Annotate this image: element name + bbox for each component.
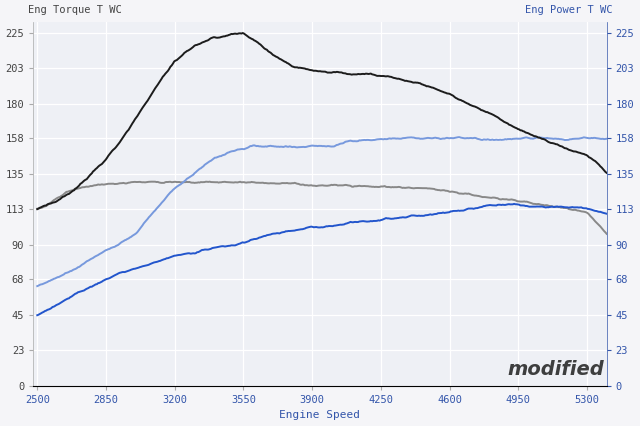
Text: Eng Power T WC: Eng Power T WC <box>525 5 612 15</box>
Text: modified: modified <box>507 360 604 379</box>
Text: Eng Torque T WC: Eng Torque T WC <box>28 5 122 15</box>
X-axis label: Engine Speed: Engine Speed <box>280 410 360 420</box>
